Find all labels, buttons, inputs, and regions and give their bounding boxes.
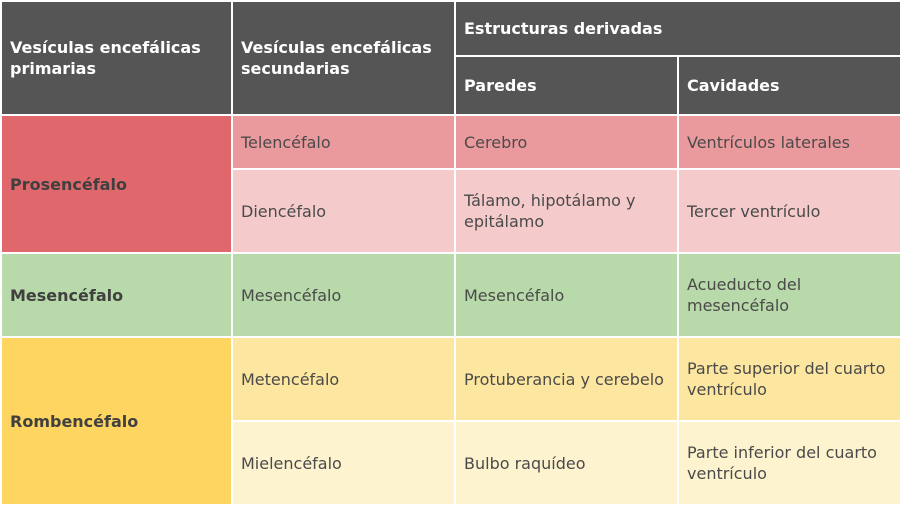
walls-cell: Cerebro <box>454 114 679 170</box>
secondary-vesicle-cell: Mesencéfalo <box>231 252 456 338</box>
cavities-cell: Tercer ventrículo <box>677 168 900 254</box>
header-derived-structures: Estructuras derivadas <box>454 0 900 57</box>
cavities-cell: Parte inferior del cuarto ventrículo <box>677 420 900 506</box>
secondary-vesicle-cell: Mielencéfalo <box>231 420 456 506</box>
secondary-vesicle-cell: Metencéfalo <box>231 336 456 422</box>
walls-cell: Tálamo, hipotálamo y epitálamo <box>454 168 679 254</box>
table-row: Mesencéfalo Mesencéfalo Mesencéfalo Acue… <box>0 252 900 338</box>
walls-cell: Mesencéfalo <box>454 252 679 338</box>
table-row: Rombencéfalo Metencéfalo Protuberancia y… <box>0 336 900 506</box>
primary-vesicle-cell: Rombencéfalo <box>0 336 233 506</box>
header-secondary-vesicles: Vesículas encefálicas secundarias <box>231 0 456 116</box>
secondary-vesicle-cell: Telencéfalo <box>231 114 456 170</box>
table-row: Mielencéfalo Bulbo raquídeo Parte inferi… <box>1 420 900 506</box>
cavities-cell: Ventrículos laterales <box>677 114 900 170</box>
secondary-vesicle-cell: Diencéfalo <box>231 168 456 254</box>
table-row: Diencéfalo Tálamo, hipotálamo y epitálam… <box>1 168 900 254</box>
cavities-cell: Acueducto del mesencéfalo <box>677 252 900 338</box>
table-row: Prosencéfalo Telencéfalo Cerebro Ventríc… <box>0 114 900 254</box>
primary-vesicle-cell: Prosencéfalo <box>0 114 233 254</box>
header-primary-vesicles: Vesículas encefálicas primarias <box>0 0 233 116</box>
walls-cell: Bulbo raquídeo <box>454 420 679 506</box>
header-cavities: Cavidades <box>677 55 900 116</box>
walls-cell: Protuberancia y cerebelo <box>454 336 679 422</box>
primary-vesicle-cell: Mesencéfalo <box>0 252 233 338</box>
header-walls: Paredes <box>454 55 679 116</box>
cavities-cell: Parte superior del cuarto ventrículo <box>677 336 900 422</box>
